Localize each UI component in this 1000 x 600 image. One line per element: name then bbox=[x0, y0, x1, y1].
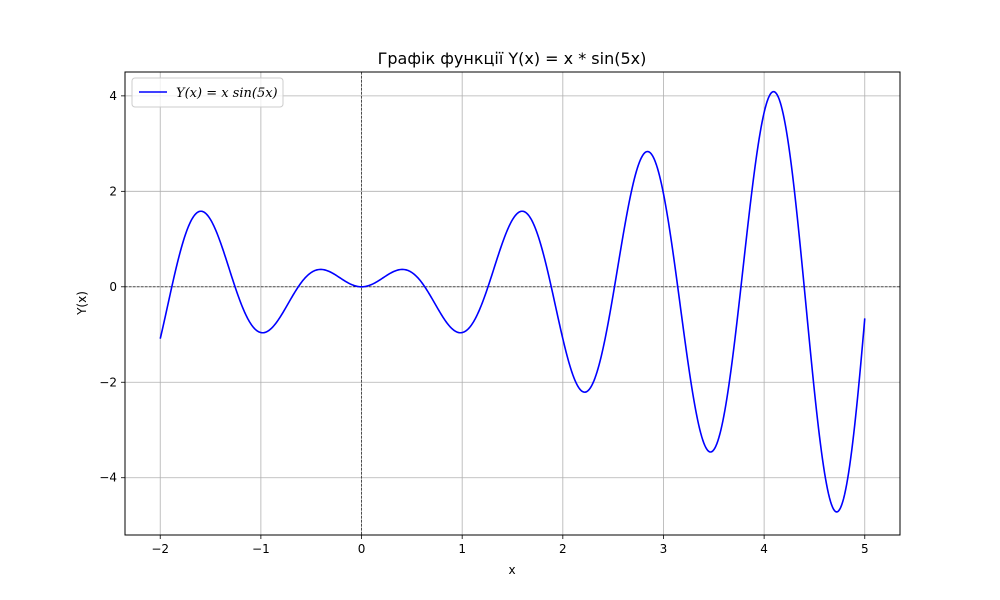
x-tick-label: 2 bbox=[559, 542, 567, 556]
y-axis-ticks: −4 −2 0 2 4 bbox=[99, 89, 125, 485]
legend-box bbox=[131, 77, 284, 108]
x-tick-label: 1 bbox=[458, 542, 466, 556]
x-axis-label: x bbox=[508, 563, 515, 577]
reference-lines bbox=[125, 72, 900, 535]
x-tick-label: −1 bbox=[252, 542, 270, 556]
chart-title: Графік функції Y(x) = x * sin(5x) bbox=[378, 49, 647, 68]
x-tick-label: −2 bbox=[151, 542, 169, 556]
x-tick-label: 5 bbox=[861, 542, 869, 556]
y-tick-label: 0 bbox=[109, 280, 117, 294]
x-tick-label: 3 bbox=[660, 542, 668, 556]
y-tick-label: −2 bbox=[99, 375, 117, 389]
y-axis-label: Y(x) bbox=[75, 291, 89, 316]
plot-frame bbox=[124, 71, 901, 536]
series-layer bbox=[159, 90, 866, 513]
y-tick-label: −4 bbox=[99, 471, 117, 485]
x-tick-label: 0 bbox=[358, 542, 366, 556]
x-axis-ticks: −2 −1 0 1 2 3 4 5 bbox=[151, 535, 869, 556]
y-tick-label: 4 bbox=[109, 89, 117, 103]
legend: Y(x) = x sin(5x) bbox=[131, 77, 284, 108]
y-tick-label: 2 bbox=[109, 184, 117, 198]
legend-entry: Y(x) = x sin(5x) bbox=[176, 86, 278, 101]
x-tick-label: 4 bbox=[760, 542, 768, 556]
series-line bbox=[159, 90, 866, 513]
